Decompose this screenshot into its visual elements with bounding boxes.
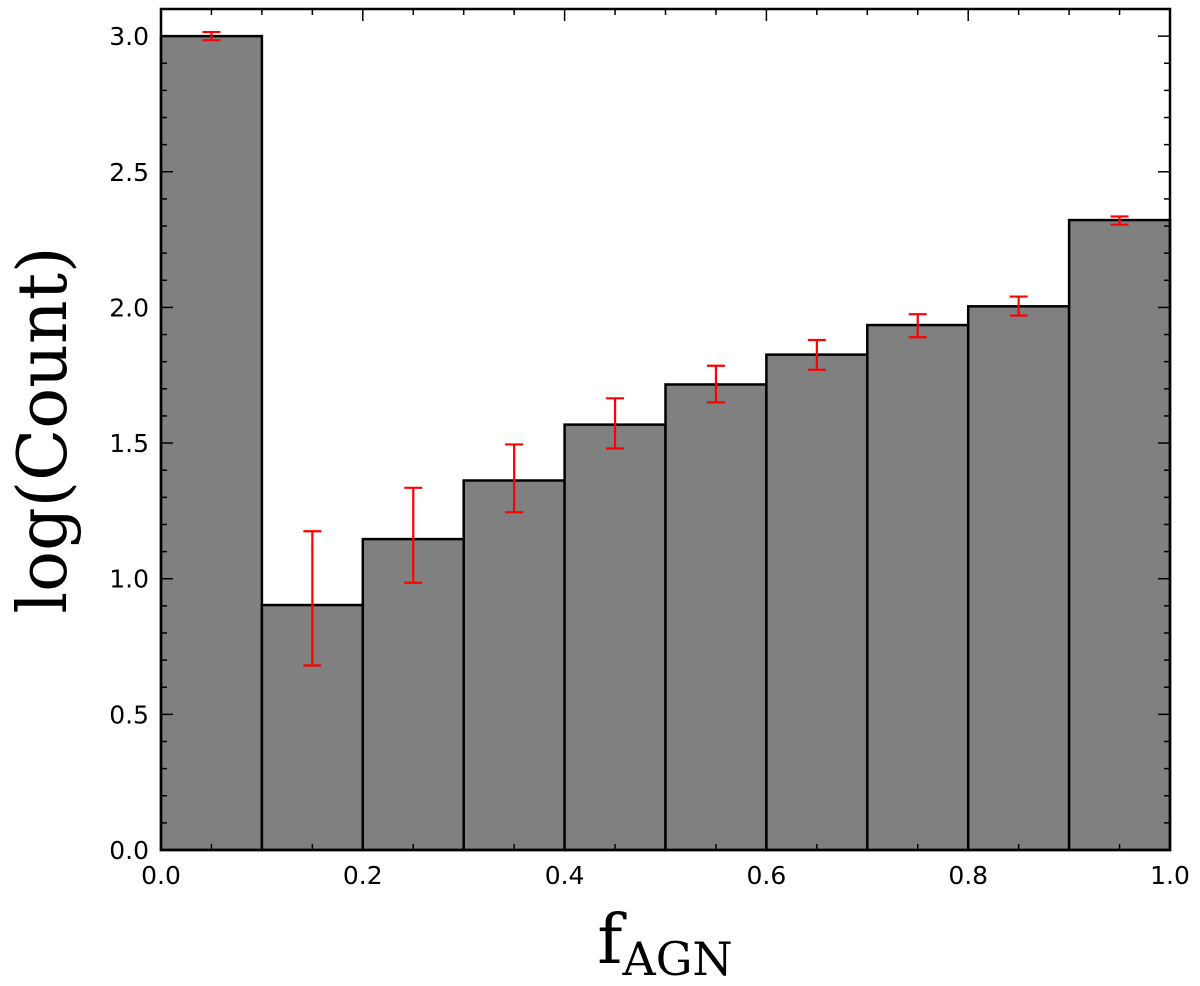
histogram-bar <box>966 305 1071 852</box>
y-tick-label: 1.0 <box>109 565 149 594</box>
tick-labels-group: 0.0 0.2 0.4 0.6 0.8 1.0 0.0 0.5 1.0 1.5 2.0 2.5 3.0 <box>109 22 1190 890</box>
bars-group <box>159 34 1172 852</box>
plot-frame <box>159 7 1172 852</box>
histogram-bar <box>765 353 869 852</box>
x-tick-label: 0.6 <box>747 861 787 890</box>
x-tick-label: 0.2 <box>343 861 383 890</box>
y-tick-label: 0.5 <box>109 700 149 729</box>
y-tick-label: 0.0 <box>109 836 149 865</box>
error-bars-group <box>202 30 1129 667</box>
y-axis-title: log(Count) <box>4 246 83 613</box>
x-tick-label: 0.0 <box>141 861 181 890</box>
error-bar <box>606 397 625 450</box>
y-tick-label: 2.5 <box>109 158 149 187</box>
x-tick-label: 0.4 <box>545 861 585 890</box>
y-tick-label: 3.0 <box>109 22 149 51</box>
error-bar <box>202 30 221 42</box>
histogram-bar <box>361 537 465 852</box>
error-bar <box>807 338 826 371</box>
error-bar <box>1110 215 1129 226</box>
error-bar <box>706 364 725 404</box>
x-axis-title-subscript: AGN <box>621 932 732 986</box>
histogram-bar <box>1067 218 1172 852</box>
x-axis-title: fAGN <box>597 901 732 986</box>
x-tick-label: 0.8 <box>948 861 988 890</box>
error-bar <box>303 530 322 667</box>
histogram-bar <box>563 423 667 852</box>
error-bar <box>505 443 524 514</box>
error-bar <box>1009 295 1028 317</box>
histogram-bar <box>462 479 566 852</box>
y-tick-label: 2.0 <box>109 293 149 322</box>
error-bar <box>404 486 423 584</box>
histogram-bar <box>159 34 264 852</box>
y-tick-label: 1.5 <box>109 429 149 458</box>
x-axis-title-main: f <box>597 901 627 980</box>
x-tick-label: 1.0 <box>1150 861 1190 890</box>
histogram-bar <box>866 323 970 852</box>
histogram-bar <box>664 383 768 852</box>
error-bar <box>908 313 927 339</box>
